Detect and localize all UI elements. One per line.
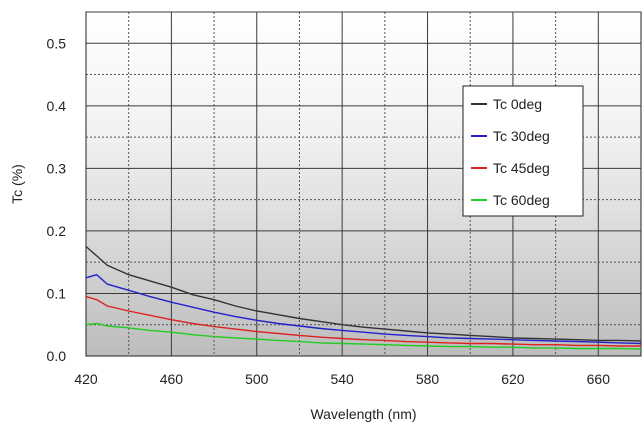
y-tick-label: 0.2 [47, 223, 67, 239]
x-axis-label: Wavelength (nm) [310, 406, 416, 422]
series-line-1 [85, 273, 642, 345]
x-tick-label: 540 [330, 371, 354, 387]
y-axis-ticks: 0.0 0.1 0.2 0.3 0.4 0.5 [47, 35, 67, 364]
x-tick-label: 460 [160, 371, 184, 387]
series-layer [85, 245, 642, 350]
x-tick-label: 620 [501, 371, 525, 387]
series-line-0 [85, 245, 642, 342]
y-tick-label: 0.3 [47, 160, 67, 176]
legend-box [462, 85, 584, 217]
major-gridlines [86, 11, 641, 356]
y-tick-label: 0.4 [47, 98, 67, 114]
x-tick-label: 580 [416, 371, 440, 387]
y-tick-label: 0.5 [47, 35, 67, 51]
y-axis-label: Tc (%) [9, 164, 25, 204]
series-line-2 [85, 295, 641, 347]
y-tick-label: 0.1 [47, 285, 67, 301]
x-tick-label: 660 [587, 371, 611, 387]
y-tick-label: 0.0 [47, 348, 67, 364]
x-axis-ticks: 420 460 500 540 580 620 660 [74, 371, 610, 387]
legend: Tc 0deg Tc 30deg Tc 45deg Tc 60deg [462, 85, 584, 217]
legend-label-3: Tc 60deg [493, 192, 550, 208]
x-tick-label: 420 [74, 371, 98, 387]
legend-label-1: Tc 30deg [493, 128, 550, 144]
legend-label-0: Tc 0deg [493, 96, 542, 112]
legend-label-2: Tc 45deg [493, 160, 550, 176]
x-tick-label: 500 [245, 371, 269, 387]
series-line-3 [85, 322, 642, 350]
